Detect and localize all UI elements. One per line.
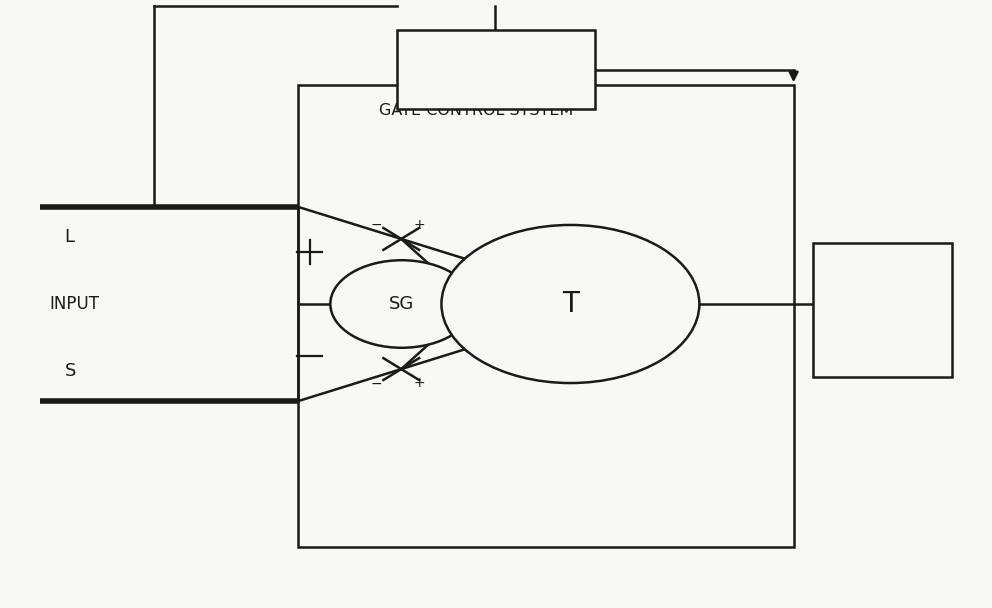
Text: ACTION
SYSTEM: ACTION SYSTEM xyxy=(851,292,915,328)
Bar xyxy=(813,243,952,377)
Text: S: S xyxy=(64,362,75,380)
Text: GATE CONTROL SYSTEM: GATE CONTROL SYSTEM xyxy=(379,103,573,119)
Bar xyxy=(397,30,595,109)
Text: +: + xyxy=(414,376,425,390)
Text: −: − xyxy=(371,218,382,232)
Bar xyxy=(298,85,794,547)
Text: −: − xyxy=(371,376,382,390)
Text: L: L xyxy=(64,228,74,246)
Text: SG: SG xyxy=(389,295,415,313)
Text: +: + xyxy=(414,218,425,232)
Text: CENTRAL
CONTROL: CENTRAL CONTROL xyxy=(457,52,535,88)
Text: T: T xyxy=(561,290,579,318)
Circle shape xyxy=(330,260,473,348)
Text: INPUT: INPUT xyxy=(50,295,99,313)
Circle shape xyxy=(441,225,699,383)
